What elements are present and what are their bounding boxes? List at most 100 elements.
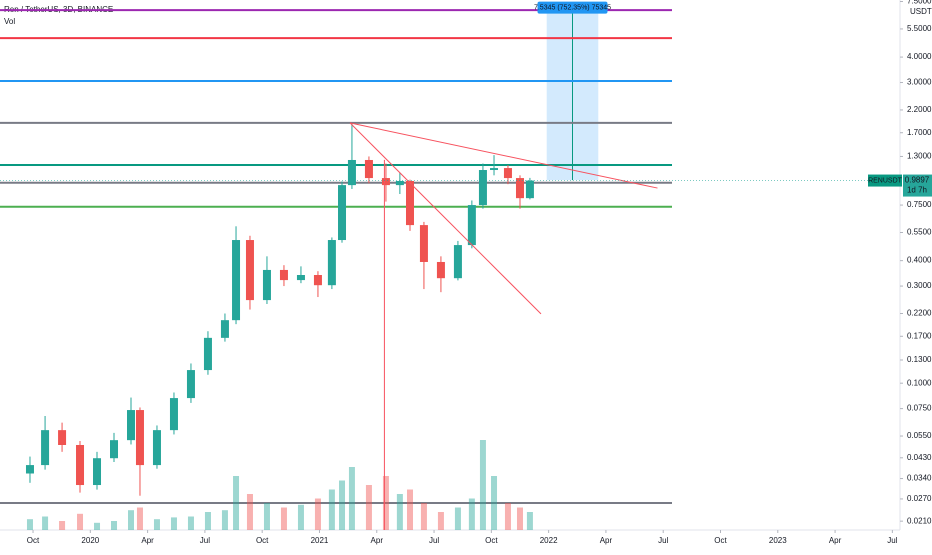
candle-body <box>467 205 476 246</box>
x-tick-label: Jul <box>200 536 210 545</box>
volume-bar <box>420 503 427 530</box>
candle-body <box>296 275 305 281</box>
candle-body <box>381 178 390 186</box>
y-tick-label: 0.0430 <box>907 453 932 462</box>
price-tag-bg <box>903 174 932 197</box>
volume-bar <box>77 513 84 530</box>
candle-body <box>364 159 373 179</box>
volume-bar <box>170 517 177 530</box>
candle-body <box>110 440 119 459</box>
volume-bar <box>526 512 533 530</box>
candle-body <box>419 225 428 262</box>
candle-body <box>93 458 102 486</box>
volume-bar <box>26 519 33 530</box>
volume-bar <box>280 507 287 530</box>
volume-bar <box>59 521 66 530</box>
volume-bar <box>297 504 304 530</box>
volume-bar <box>382 476 389 530</box>
y-tick-label: 0.0210 <box>907 516 932 525</box>
x-tick-label: 2022 <box>540 536 558 545</box>
volume-bar <box>328 489 335 530</box>
volume-bar <box>365 485 372 530</box>
x-tick-label: Jul <box>429 536 439 545</box>
x-tick-label: 2020 <box>81 536 99 545</box>
y-tick-label: 0.0340 <box>907 474 932 483</box>
x-tick-label: Apr <box>371 536 384 545</box>
y-tick-label: 0.4000 <box>907 256 932 265</box>
x-tick-label: 2021 <box>311 536 329 545</box>
candle-body <box>515 178 524 199</box>
x-tick-label: Oct <box>256 536 269 545</box>
candle-body <box>525 180 534 199</box>
y-tick-label: 0.1000 <box>907 378 932 387</box>
projection-label-bg <box>537 1 608 14</box>
volume-bar <box>479 440 486 530</box>
x-tick-label: Jul <box>658 536 668 545</box>
candle-body <box>453 245 462 279</box>
volume-bar <box>406 489 413 530</box>
x-tick-label: Jul <box>887 536 897 545</box>
candle-body <box>152 430 161 466</box>
candle-body <box>41 430 50 466</box>
candle-body <box>58 430 67 445</box>
volume-bar <box>437 512 444 530</box>
candle-body <box>338 185 347 241</box>
volume-bar <box>127 510 134 530</box>
candle-body <box>126 410 135 441</box>
projection-label: 7.5345 (752.35%) 75345 <box>534 4 611 11</box>
candle-body <box>405 180 414 226</box>
candle-body <box>245 240 254 301</box>
volume-bar <box>516 507 523 530</box>
volume-bar <box>233 476 240 530</box>
volume-bar <box>504 503 511 530</box>
volume-bar <box>339 480 346 530</box>
symbol-tag: RENUSDT <box>868 177 903 184</box>
x-tick-label: Apr <box>829 536 842 545</box>
volume-bar <box>246 494 253 530</box>
y-tick-label: 0.0270 <box>907 494 932 503</box>
x-tick-label: Oct <box>714 536 727 545</box>
candle-body <box>232 240 241 321</box>
volume-bar <box>221 510 228 530</box>
volume-bar <box>263 503 270 530</box>
candle-body <box>135 410 144 466</box>
trendline <box>349 122 542 315</box>
y-tick-label: 0.1700 <box>907 331 932 340</box>
candle-body <box>169 398 178 431</box>
candle-body <box>327 240 336 286</box>
candle-body <box>503 168 512 179</box>
candle-body <box>203 337 212 371</box>
symbol-tag-bg <box>868 174 902 187</box>
x-tick-label: Apr <box>141 536 154 545</box>
y-tick-label: 1.7000 <box>907 128 932 137</box>
volume-bar <box>94 522 101 530</box>
volume-bar <box>153 519 160 530</box>
volume-bar <box>314 498 321 530</box>
x-tick-label: Oct <box>27 536 40 545</box>
currency-label: USDT <box>910 7 932 16</box>
volume-bar <box>136 507 143 530</box>
y-tick-label: 7.5000 <box>907 0 932 6</box>
candle-body <box>279 269 288 281</box>
candle-body <box>436 261 445 279</box>
candle-body <box>25 465 34 474</box>
y-tick-label: 0.0550 <box>907 431 932 440</box>
candle-body <box>490 168 499 171</box>
y-tick-label: 0.7500 <box>907 200 932 209</box>
y-tick-label: 1.3000 <box>907 152 932 161</box>
candle-body <box>313 275 322 286</box>
volume-bar <box>348 467 355 530</box>
volume-bar <box>42 516 49 530</box>
countdown: 1d 7h <box>907 186 927 195</box>
y-tick-label: 4.0000 <box>907 52 932 61</box>
volume-bar <box>491 476 498 530</box>
candle-body <box>220 320 229 338</box>
candle-body <box>478 170 487 206</box>
volume-label: Vol <box>4 17 15 26</box>
y-tick-label: 0.2200 <box>907 309 932 318</box>
y-tick-label: 0.5500 <box>907 228 932 237</box>
candle-body <box>76 444 85 486</box>
y-tick-label: 2.2000 <box>907 105 932 114</box>
y-tick-label: 3.0000 <box>907 78 932 87</box>
trendline <box>349 122 658 189</box>
